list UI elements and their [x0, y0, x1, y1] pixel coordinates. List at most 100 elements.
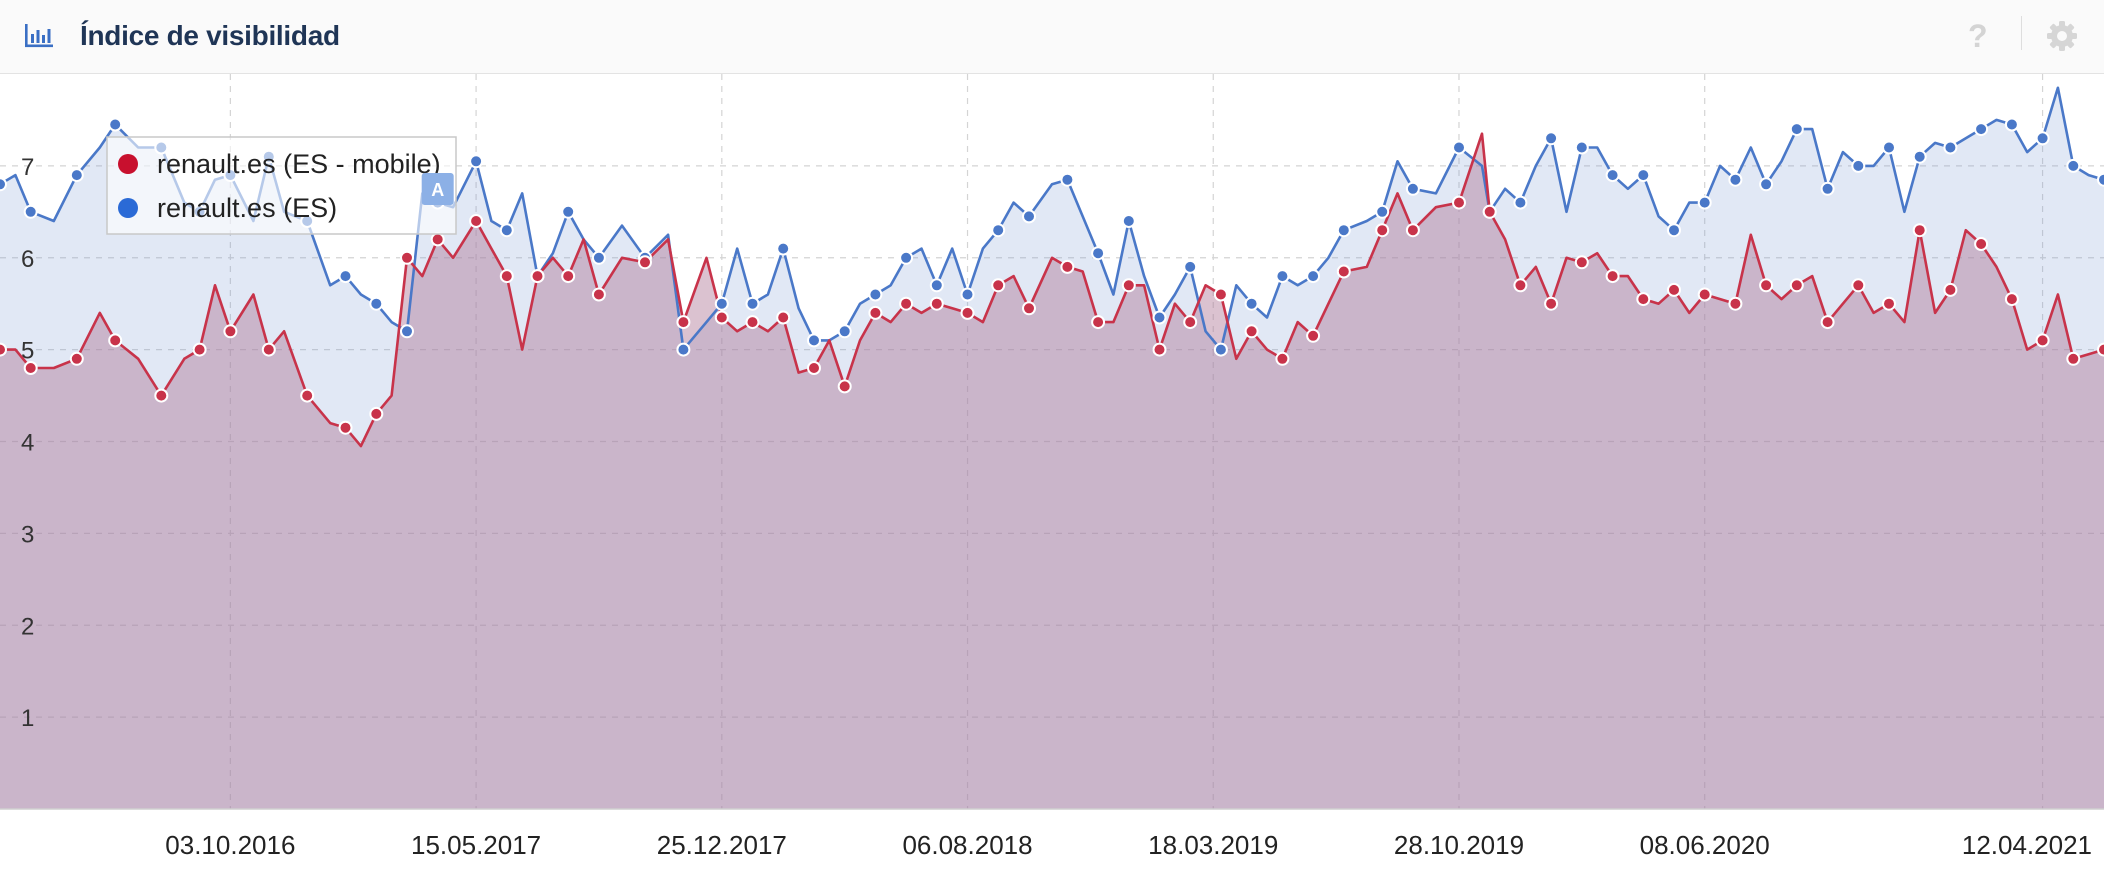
- data-point[interactable]: [1820, 315, 1835, 330]
- data-point[interactable]: [1697, 195, 1712, 210]
- data-point[interactable]: [960, 287, 975, 302]
- data-point[interactable]: [2035, 333, 2050, 348]
- data-point[interactable]: [1605, 168, 1620, 183]
- data-point[interactable]: [1306, 328, 1321, 343]
- data-point[interactable]: [776, 310, 791, 325]
- data-point[interactable]: [300, 388, 315, 403]
- data-point[interactable]: [807, 333, 821, 348]
- data-point[interactable]: [1244, 296, 1259, 311]
- data-point[interactable]: [1544, 296, 1559, 311]
- data-point[interactable]: [469, 214, 484, 228]
- data-point[interactable]: [1574, 255, 1589, 270]
- data-point[interactable]: [2097, 342, 2104, 357]
- data-point[interactable]: [745, 315, 760, 330]
- data-point[interactable]: [714, 310, 729, 325]
- data-point[interactable]: [430, 232, 445, 247]
- data-point[interactable]: [1275, 351, 1290, 366]
- data-point[interactable]: [1336, 223, 1351, 238]
- data-point[interactable]: [338, 420, 353, 435]
- data-point[interactable]: [1452, 195, 1466, 210]
- data-point[interactable]: [499, 223, 514, 238]
- data-point[interactable]: [1183, 315, 1198, 330]
- data-point[interactable]: [223, 324, 238, 339]
- data-point[interactable]: [714, 296, 729, 311]
- data-point[interactable]: [1544, 131, 1559, 146]
- legend-label-mobile[interactable]: renault.es (ES - mobile): [157, 149, 441, 179]
- data-point[interactable]: [1851, 158, 1866, 173]
- data-point[interactable]: [591, 287, 606, 302]
- data-point[interactable]: [23, 204, 38, 219]
- data-point[interactable]: [108, 117, 123, 132]
- data-point[interactable]: [23, 361, 38, 375]
- data-point[interactable]: [1728, 296, 1743, 311]
- data-point[interactable]: [1121, 214, 1136, 228]
- data-point[interactable]: [1336, 264, 1351, 279]
- data-point[interactable]: [1636, 168, 1651, 183]
- data-point[interactable]: [837, 379, 852, 394]
- data-point[interactable]: [192, 342, 207, 357]
- data-point[interactable]: [868, 287, 883, 302]
- data-point[interactable]: [561, 269, 576, 284]
- data-point[interactable]: [1452, 140, 1466, 155]
- data-point[interactable]: [638, 255, 652, 270]
- data-point[interactable]: [1482, 204, 1497, 219]
- data-point[interactable]: [899, 296, 914, 311]
- data-point[interactable]: [1912, 149, 1927, 164]
- data-point[interactable]: [1943, 282, 1958, 297]
- data-point[interactable]: [1183, 259, 1198, 274]
- data-point[interactable]: [776, 241, 791, 256]
- data-point[interactable]: [960, 305, 975, 320]
- data-point[interactable]: [154, 388, 169, 403]
- data-point[interactable]: [1789, 122, 1804, 137]
- data-point[interactable]: [0, 177, 7, 192]
- data-point[interactable]: [807, 361, 821, 375]
- data-point[interactable]: [69, 168, 84, 183]
- data-point[interactable]: [1759, 177, 1774, 192]
- data-point[interactable]: [1091, 246, 1106, 261]
- legend-label-desktop[interactable]: renault.es (ES): [157, 193, 337, 223]
- data-point[interactable]: [1152, 310, 1167, 325]
- data-point[interactable]: [369, 296, 384, 311]
- data-point[interactable]: [1121, 278, 1136, 293]
- data-point[interactable]: [561, 204, 576, 219]
- data-point[interactable]: [1912, 223, 1927, 238]
- data-point[interactable]: [1697, 287, 1712, 302]
- data-point[interactable]: [1759, 278, 1774, 293]
- data-point[interactable]: [1375, 223, 1390, 238]
- data-point[interactable]: [2004, 117, 2019, 132]
- data-point[interactable]: [868, 305, 883, 320]
- data-point[interactable]: [1213, 342, 1228, 357]
- data-point[interactable]: [369, 406, 384, 421]
- data-point[interactable]: [2066, 351, 2081, 366]
- help-icon[interactable]: ?: [1968, 18, 1988, 54]
- data-point[interactable]: [1513, 278, 1528, 293]
- data-point[interactable]: [2035, 131, 2050, 146]
- data-point[interactable]: [1405, 223, 1420, 238]
- data-point[interactable]: [837, 324, 852, 339]
- data-point[interactable]: [929, 278, 944, 293]
- data-point[interactable]: [1306, 269, 1321, 284]
- data-point[interactable]: [1244, 324, 1259, 339]
- data-point[interactable]: [1974, 122, 1989, 137]
- data-point[interactable]: [2097, 172, 2104, 187]
- annotation-flag[interactable]: [421, 173, 454, 205]
- data-point[interactable]: [1060, 259, 1075, 274]
- data-point[interactable]: [2004, 292, 2019, 307]
- data-point[interactable]: [1213, 287, 1228, 302]
- data-point[interactable]: [1789, 278, 1804, 293]
- data-point[interactable]: [1275, 269, 1290, 284]
- data-point[interactable]: [1060, 172, 1075, 187]
- data-point[interactable]: [1405, 181, 1420, 196]
- data-point[interactable]: [1022, 301, 1036, 316]
- data-point[interactable]: [338, 269, 353, 284]
- data-point[interactable]: [1728, 172, 1743, 187]
- data-point[interactable]: [676, 342, 691, 357]
- data-point[interactable]: [1667, 223, 1681, 238]
- data-point[interactable]: [69, 351, 84, 366]
- data-point[interactable]: [2066, 158, 2081, 173]
- data-point[interactable]: [1636, 292, 1651, 307]
- data-point[interactable]: [1091, 315, 1106, 330]
- data-point[interactable]: [676, 315, 691, 330]
- data-point[interactable]: [591, 250, 606, 265]
- data-point[interactable]: [400, 250, 414, 265]
